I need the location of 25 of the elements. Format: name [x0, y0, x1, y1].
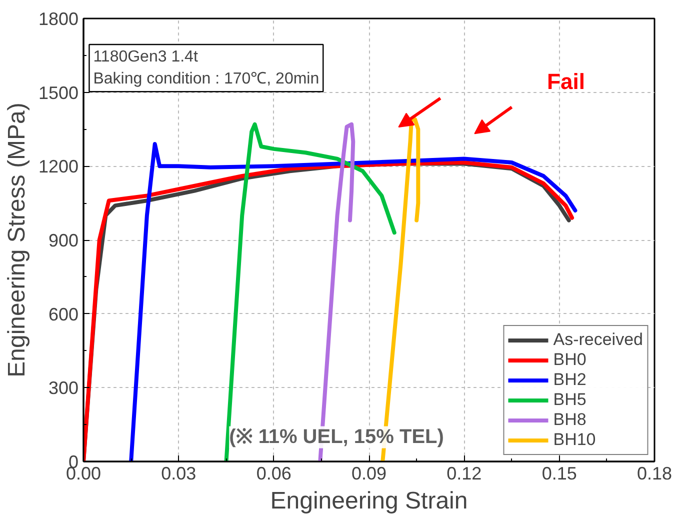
annotation: Fail: [547, 68, 585, 94]
x-tick-label: 0.18: [636, 464, 672, 484]
line-series: [224, 122, 396, 462]
legend-label: BH10: [553, 430, 596, 450]
x-tick-label: 0.06: [256, 464, 292, 484]
y-tick-label: 900: [48, 230, 79, 250]
x-tick-label: 0.12: [446, 464, 482, 484]
y-axis-title: Engineering Stress (MPa): [3, 102, 30, 378]
annotation: 1180Gen3 1.4t: [93, 48, 198, 66]
legend-label: As-received: [553, 330, 643, 350]
y-tick-label: 600: [48, 304, 79, 324]
legend-label: BH2: [553, 370, 586, 390]
y-tick-label: 1500: [38, 82, 79, 103]
y-tick-label: 1200: [38, 156, 79, 177]
annotation: (※ 11% UEL, 15% TEL): [229, 426, 444, 448]
legend-label: BH8: [553, 410, 586, 430]
x-tick-label: 0.03: [161, 464, 196, 484]
y-tick-label: 300: [48, 378, 79, 398]
legend-label: BH5: [553, 390, 586, 410]
x-tick-label: 0.09: [351, 464, 387, 484]
y-tick-label: 1800: [38, 9, 79, 29]
x-tick-label: 0.15: [542, 464, 577, 484]
legend-label: BH0: [553, 350, 586, 370]
x-axis-title: Engineering Strain: [270, 488, 468, 514]
annotation: Baking condition : 170℃, 20min: [93, 70, 320, 88]
